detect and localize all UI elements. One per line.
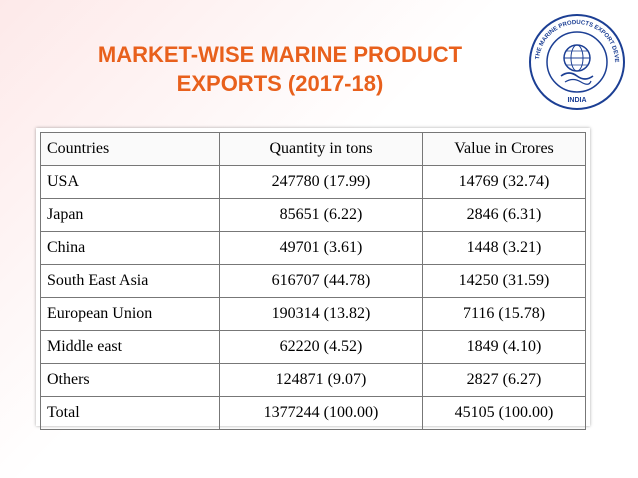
country-cell: USA (40, 165, 220, 199)
total-value-cell: 45105 (100.00) (422, 396, 586, 430)
value-cell: 2827 (6.27) (422, 363, 586, 397)
table-row: Others 124871 (9.07) 2827 (6.27) (40, 363, 586, 397)
value-cell: 1448 (3.21) (422, 231, 586, 265)
quantity-cell: 247780 (17.99) (219, 165, 423, 199)
table-header-row: Countries Quantity in tons Value in Cror… (40, 132, 586, 166)
header-quantity: Quantity in tons (219, 132, 423, 166)
header-countries: Countries (40, 132, 220, 166)
logo-bottom-text: INDIA (567, 97, 586, 104)
header-value: Value in Crores (422, 132, 586, 166)
mpeda-seal-icon: THE MARINE PRODUCTS EXPORT DEVELOPMENT A… (523, 6, 625, 110)
quantity-cell: 62220 (4.52) (219, 330, 423, 364)
value-cell: 7116 (15.78) (422, 297, 586, 331)
value-cell: 2846 (6.31) (422, 198, 586, 232)
total-quantity-cell: 1377244 (100.00) (219, 396, 423, 430)
slide-title: MARKET-WISE MARINE PRODUCT EXPORTS (2017… (40, 40, 520, 98)
exports-table: Countries Quantity in tons Value in Cror… (40, 132, 586, 430)
quantity-cell: 616707 (44.78) (219, 264, 423, 298)
value-cell: 14769 (32.74) (422, 165, 586, 199)
mpeda-seal-logo: THE MARINE PRODUCTS EXPORT DEVELOPMENT A… (523, 6, 629, 114)
country-cell: Japan (40, 198, 220, 232)
quantity-cell: 85651 (6.22) (219, 198, 423, 232)
table-row: European Union 190314 (13.82) 7116 (15.7… (40, 297, 586, 331)
slide-title-line-1: MARKET-WISE MARINE PRODUCT (97, 42, 463, 67)
table-row: Japan 85651 (6.22) 2846 (6.31) (40, 198, 586, 232)
table-row: Middle east 62220 (4.52) 1849 (4.10) (40, 330, 586, 364)
value-cell: 14250 (31.59) (422, 264, 586, 298)
quantity-cell: 190314 (13.82) (219, 297, 423, 331)
table-row: USA 247780 (17.99) 14769 (32.74) (40, 165, 586, 199)
value-cell: 1849 (4.10) (422, 330, 586, 364)
country-cell: South East Asia (40, 264, 220, 298)
total-label-cell: Total (40, 396, 220, 430)
exports-table-frame: Countries Quantity in tons Value in Cror… (36, 128, 590, 430)
table-row-total: Total 1377244 (100.00) 45105 (100.00) (40, 396, 586, 430)
country-cell: China (40, 231, 220, 265)
country-cell: European Union (40, 297, 220, 331)
table-row: China 49701 (3.61) 1448 (3.21) (40, 231, 586, 265)
table-row: South East Asia 616707 (44.78) 14250 (31… (40, 264, 586, 298)
country-cell: Middle east (40, 330, 220, 364)
quantity-cell: 124871 (9.07) (219, 363, 423, 397)
country-cell: Others (40, 363, 220, 397)
quantity-cell: 49701 (3.61) (219, 231, 423, 265)
slide-title-line-2: EXPORTS (2017-18) (176, 71, 384, 96)
